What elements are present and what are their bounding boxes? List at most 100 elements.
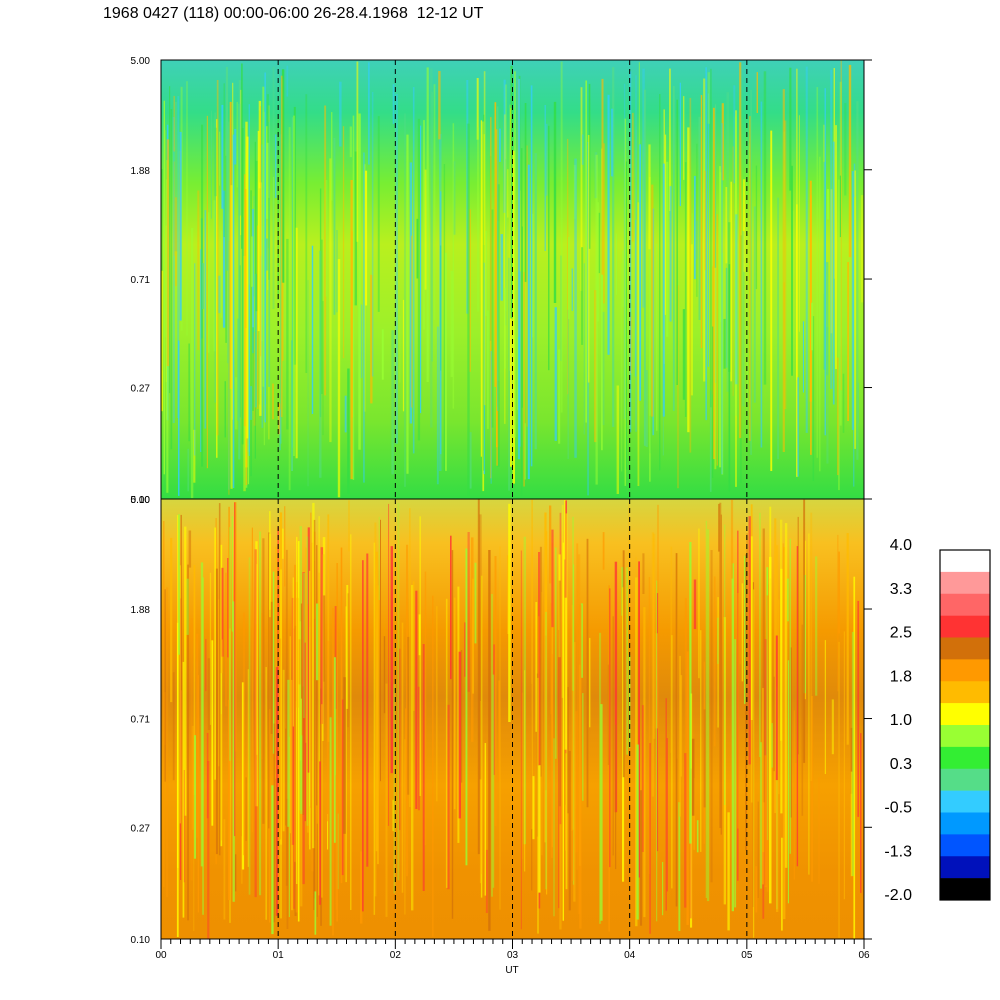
colorbar-swatch bbox=[940, 681, 990, 704]
texture-streak bbox=[275, 667, 279, 916]
texture-streak bbox=[480, 575, 483, 898]
texture-streak bbox=[539, 546, 542, 777]
texture-streak bbox=[558, 554, 561, 658]
texture-streak bbox=[231, 516, 233, 632]
texture-streak bbox=[763, 71, 767, 385]
texture-streak bbox=[721, 123, 723, 475]
texture-streak bbox=[494, 556, 497, 827]
texture-streak bbox=[225, 572, 228, 707]
texture-streak bbox=[318, 516, 320, 896]
texture-streak bbox=[508, 503, 511, 722]
texture-streak bbox=[356, 61, 359, 242]
texture-streak bbox=[851, 171, 854, 430]
texture-streak bbox=[530, 85, 533, 467]
texture-streak bbox=[764, 755, 767, 888]
texture-streak bbox=[278, 403, 281, 435]
texture-streak bbox=[163, 100, 165, 475]
texture-streak bbox=[234, 128, 237, 165]
texture-streak bbox=[214, 527, 216, 780]
texture-streak bbox=[479, 514, 482, 780]
colorbar-label: 3.3 bbox=[890, 581, 912, 598]
texture-streak bbox=[716, 214, 718, 466]
texture-streak bbox=[469, 209, 471, 372]
texture-streak bbox=[204, 210, 206, 429]
texture-streak bbox=[296, 597, 299, 708]
texture-streak bbox=[433, 84, 436, 320]
texture-streak bbox=[782, 543, 785, 838]
x-tick-label: 05 bbox=[741, 950, 753, 961]
texture-streak bbox=[684, 753, 687, 908]
texture-streak bbox=[801, 624, 804, 816]
texture-streak bbox=[360, 304, 363, 379]
texture-streak bbox=[286, 798, 289, 929]
texture-streak bbox=[835, 125, 837, 369]
texture-streak bbox=[689, 97, 692, 453]
texture-streak bbox=[734, 639, 737, 908]
y-tick-label: 0.27 bbox=[131, 823, 151, 834]
texture-streak bbox=[477, 499, 480, 855]
texture-streak bbox=[781, 837, 783, 931]
texture-streak bbox=[241, 682, 245, 870]
texture-streak bbox=[280, 75, 283, 417]
texture-streak bbox=[648, 577, 651, 875]
texture-streak bbox=[164, 130, 166, 338]
texture-streak bbox=[310, 512, 312, 808]
texture-streak bbox=[696, 820, 699, 853]
texture-streak bbox=[321, 704, 323, 898]
texture-streak bbox=[659, 94, 661, 471]
texture-streak bbox=[571, 268, 573, 311]
colorbar-frame bbox=[939, 549, 991, 901]
texture-streak bbox=[610, 108, 614, 177]
texture-streak bbox=[643, 89, 646, 446]
texture-streak bbox=[653, 533, 656, 739]
texture-streak bbox=[268, 197, 270, 280]
texture-streak bbox=[467, 123, 470, 497]
texture-streak bbox=[326, 640, 329, 822]
texture-streak bbox=[485, 230, 487, 316]
texture-streak bbox=[728, 222, 731, 372]
texture-streak bbox=[268, 121, 271, 387]
texture-streak bbox=[733, 85, 736, 184]
texture-streak bbox=[696, 143, 698, 297]
chart-title: 1968 0427 (118) 00:00-06:00 26-28.4.1968… bbox=[103, 5, 484, 22]
texture-streak bbox=[752, 582, 754, 907]
texture-streak bbox=[188, 343, 190, 442]
texture-streak bbox=[440, 191, 442, 455]
texture-streak bbox=[207, 658, 211, 730]
texture-streak bbox=[319, 761, 321, 905]
texture-streak bbox=[750, 89, 752, 455]
texture-streak bbox=[568, 237, 570, 320]
texture-streak bbox=[320, 688, 322, 926]
y-tick-label: 1.88 bbox=[131, 166, 151, 177]
texture-streak bbox=[601, 78, 604, 275]
texture-streak bbox=[707, 72, 710, 124]
texture-streak bbox=[300, 603, 303, 699]
texture-streak bbox=[207, 212, 210, 353]
texture-streak bbox=[319, 250, 322, 478]
texture-streak bbox=[194, 263, 196, 456]
texture-streak bbox=[860, 195, 864, 303]
texture-streak bbox=[770, 130, 773, 471]
texture-streak bbox=[545, 611, 547, 890]
texture-streak bbox=[252, 327, 254, 411]
texture-streak bbox=[662, 862, 664, 916]
texture-streak bbox=[534, 153, 537, 450]
texture-streak bbox=[574, 158, 577, 458]
texture-streak bbox=[255, 624, 257, 760]
texture-streak bbox=[304, 713, 308, 793]
texture-streak bbox=[811, 696, 814, 882]
texture-streak bbox=[247, 149, 250, 485]
texture-streak bbox=[856, 101, 859, 460]
texture-streak bbox=[251, 527, 253, 833]
texture-streak bbox=[840, 60, 842, 391]
texture-streak bbox=[322, 537, 326, 596]
texture-streak bbox=[482, 121, 485, 492]
texture-streak bbox=[692, 738, 695, 816]
texture-streak bbox=[639, 790, 643, 926]
texture-streak bbox=[550, 654, 553, 858]
texture-streak bbox=[174, 101, 178, 252]
texture-streak bbox=[709, 390, 712, 492]
texture-streak bbox=[287, 679, 290, 827]
texture-streak bbox=[161, 169, 163, 371]
texture-streak bbox=[602, 311, 605, 426]
